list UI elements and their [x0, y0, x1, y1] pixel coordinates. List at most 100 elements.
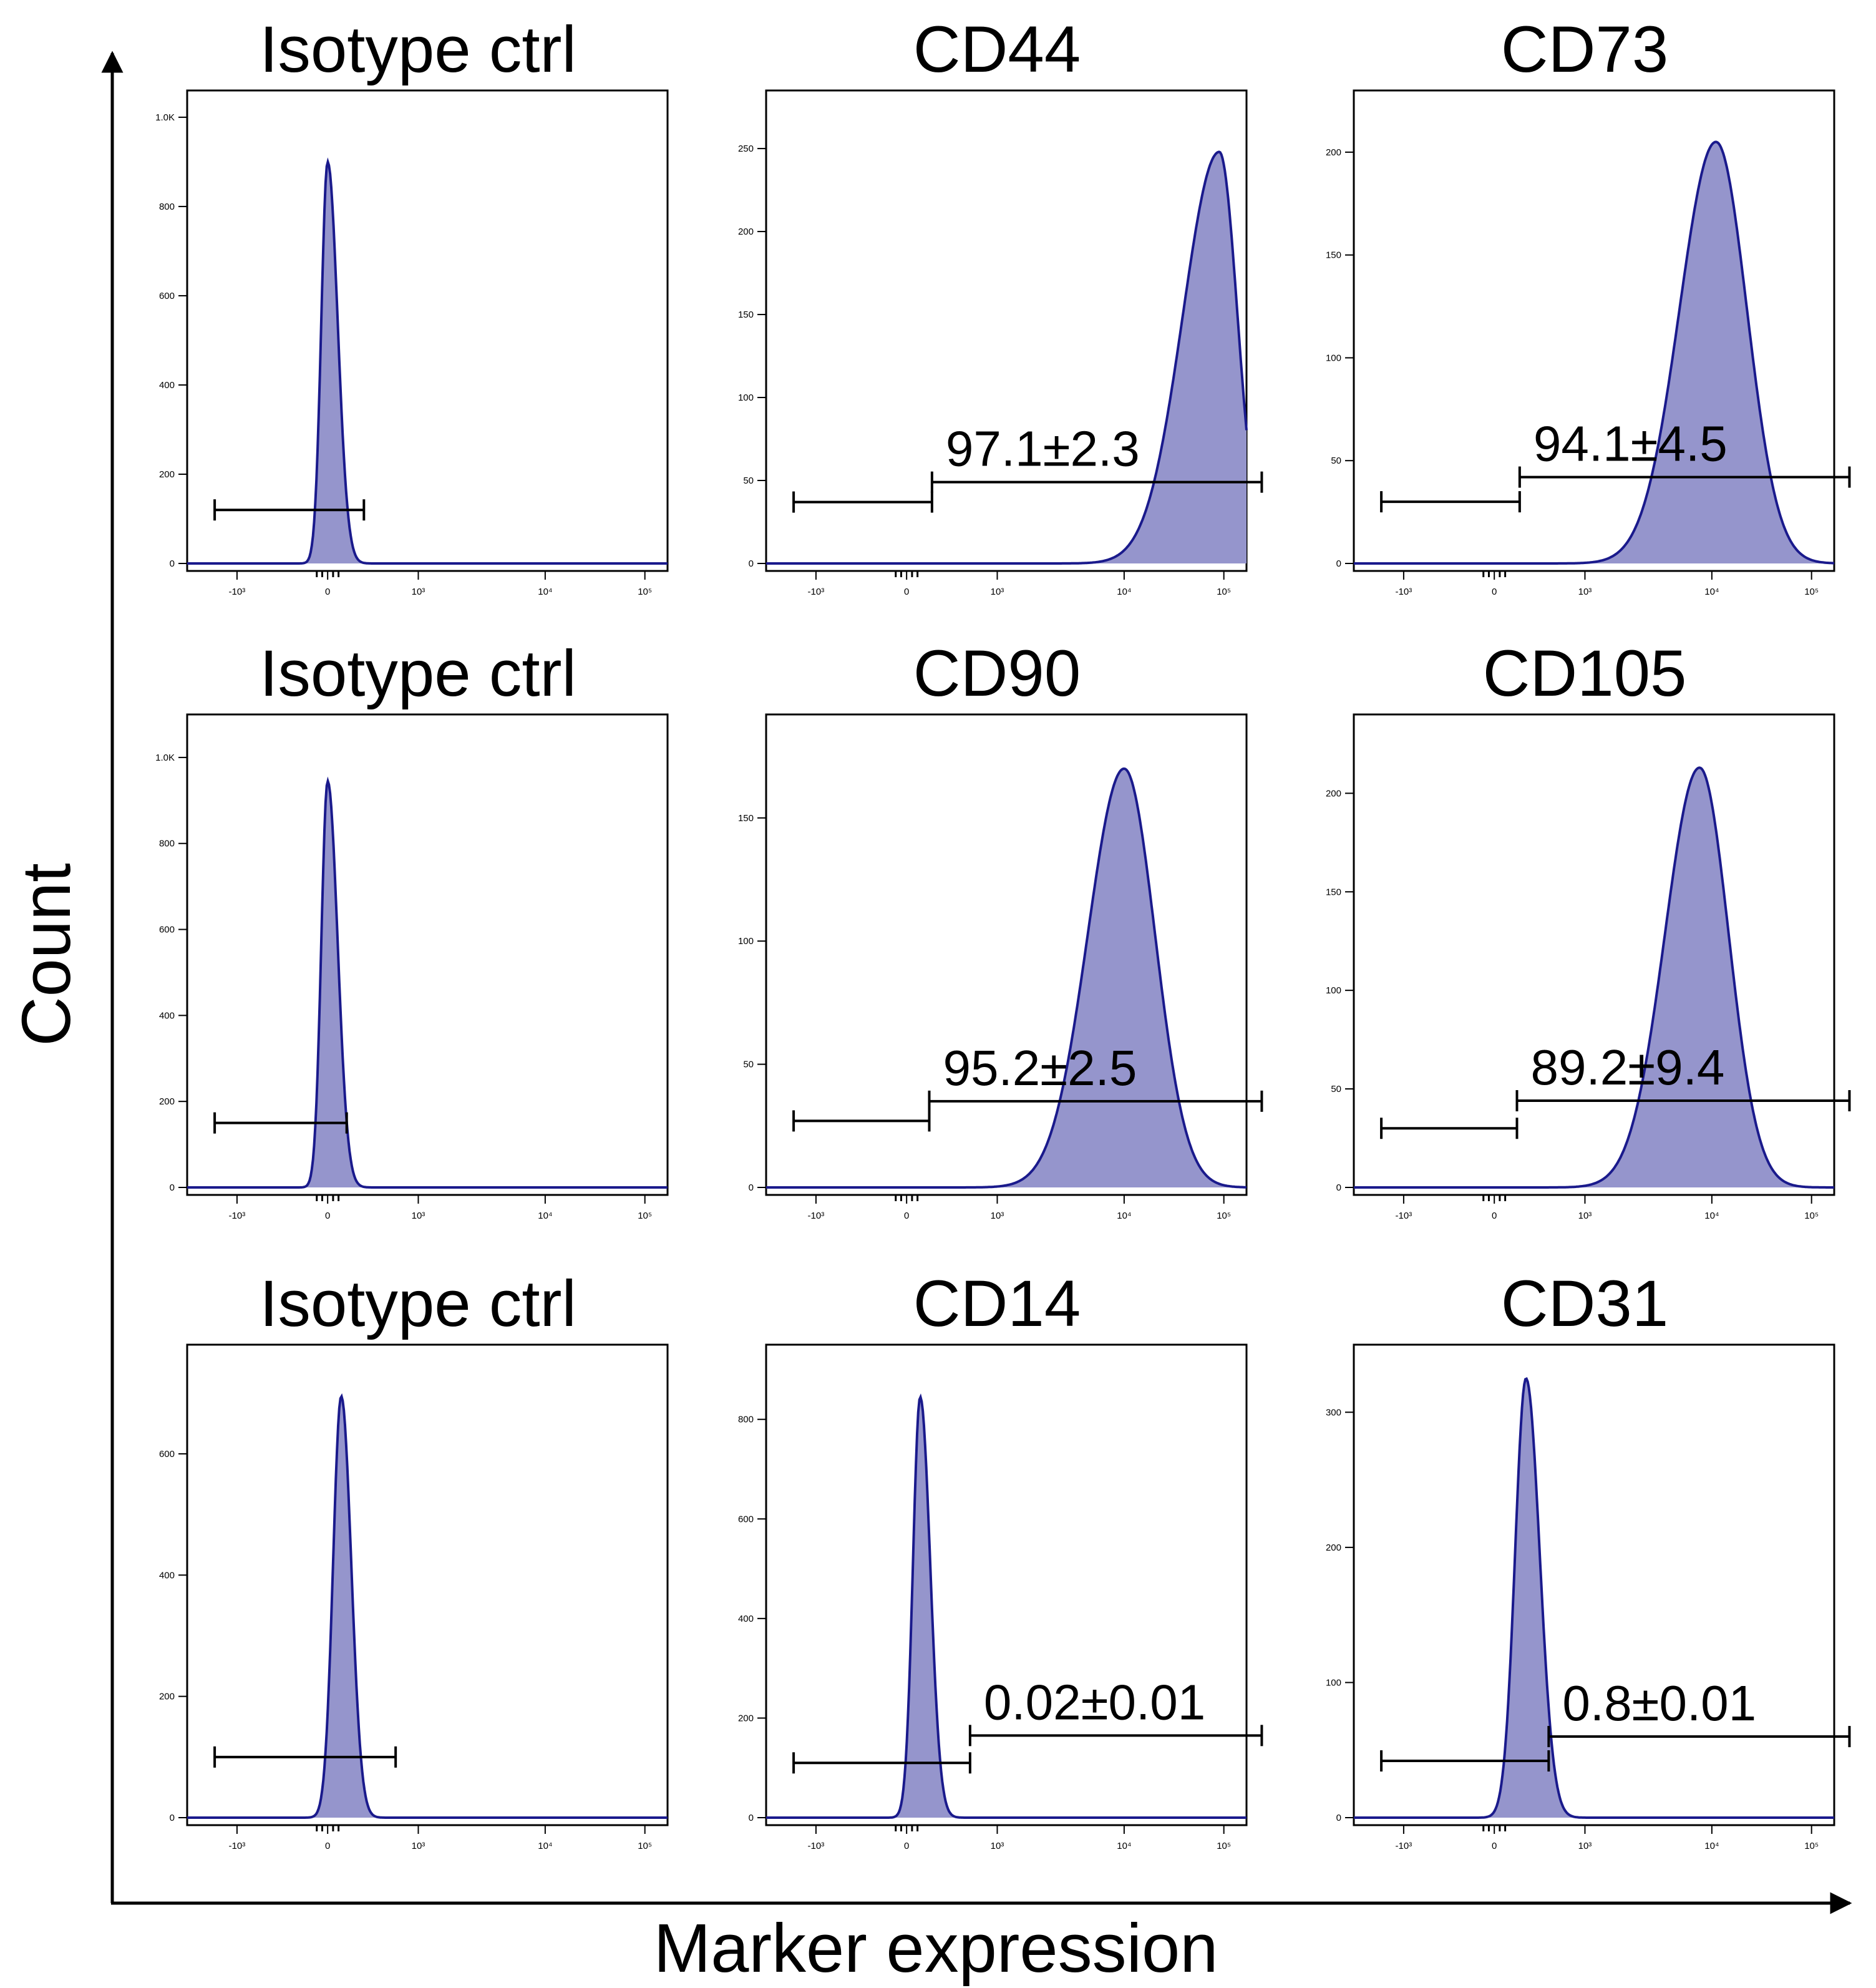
panel-2: CD44 0 50 100 150 200 250 -10³ 0 10³ 10⁴ 10⁵ 97.1±2.…: [738, 13, 1263, 597]
y-tick-label: 100: [1326, 1677, 1341, 1688]
y-tick-label: 50: [1331, 1084, 1341, 1094]
y-tick-label: 400: [159, 380, 175, 391]
gate-percentage-label: 89.2±9.4: [1531, 1040, 1725, 1095]
y-tick-label: 600: [159, 1449, 175, 1459]
histogram-line: [187, 776, 668, 1189]
x-tick-label: 10³: [991, 587, 1004, 597]
gate-marker: [1380, 491, 1521, 513]
x-tick-label: 10³: [991, 1211, 1004, 1221]
panel-title: CD14: [913, 1267, 1081, 1340]
plot-frame: [1353, 1343, 1835, 1826]
histogram-fill: [1354, 767, 1834, 1187]
gate-marker: [1380, 1118, 1519, 1139]
gate-marker: 94.1±4.5: [1518, 416, 1851, 488]
x-tick-label: 10³: [1578, 1841, 1592, 1851]
histogram-fill: [766, 152, 1247, 563]
x-axis-label: Marker expression: [654, 1910, 1218, 1987]
panel-title: CD73: [1501, 13, 1668, 86]
y-tick-label: 0: [749, 558, 754, 569]
x-tick-label: -10³: [808, 587, 825, 597]
gate-marker: [213, 1112, 348, 1134]
histogram-line: [766, 150, 1248, 565]
x-tick-label: 10⁵: [638, 1841, 652, 1851]
y-tick-label: 50: [743, 1060, 754, 1070]
gate-marker: [792, 1110, 931, 1132]
x-tick-label: -10³: [229, 1211, 246, 1221]
x-tick-label: 10⁴: [1704, 1211, 1719, 1221]
panel-9: CD31 0 100 200 300 -10³ 0 10³ 10⁴ 10⁵ 0.8±0.01: [1326, 1267, 1851, 1851]
panel-title: CD44: [913, 13, 1081, 86]
gate-percentage-label: 0.02±0.01: [984, 1674, 1205, 1730]
y-tick-label: 0: [749, 1813, 754, 1823]
panel-8: CD14 0 200 400 600 800 -10³ 0 10³ 10⁴ 10⁵ 0.02±0.01: [738, 1267, 1263, 1851]
x-tick-label: 10⁵: [1217, 587, 1231, 597]
plot-frame: [186, 89, 669, 572]
y-tick-label: 200: [738, 1713, 754, 1723]
x-tick-label: -10³: [229, 1841, 246, 1851]
y-tick-label: 200: [159, 469, 175, 480]
x-tick-label: 0: [904, 1841, 909, 1851]
panel-title: CD90: [913, 637, 1081, 710]
y-tick-label: 300: [1326, 1407, 1341, 1418]
y-tick-label: 600: [159, 291, 175, 301]
gate-percentage-label: 0.8±0.01: [1562, 1675, 1756, 1731]
y-tick-label: 200: [1326, 147, 1341, 158]
y-tick-label: 100: [1326, 985, 1341, 996]
x-tick-label: 0: [1492, 587, 1497, 597]
histogram-line: [766, 767, 1247, 1189]
x-tick-label: -10³: [808, 1211, 825, 1221]
x-tick-label: 10³: [412, 1211, 425, 1221]
panel-title: Isotype ctrl: [260, 1267, 576, 1340]
x-tick-label: 0: [1492, 1211, 1497, 1221]
y-tick-label: 150: [738, 813, 754, 824]
panel-title: Isotype ctrl: [260, 637, 576, 710]
histogram-line: [1354, 1376, 1834, 1819]
x-tick-label: 10³: [412, 587, 425, 597]
y-tick-label: 1.0K: [155, 112, 175, 123]
x-tick-label: 10³: [991, 1841, 1004, 1851]
y-tick-label: 200: [738, 227, 754, 237]
x-tick-label: 0: [904, 1211, 909, 1221]
panel-3: CD73 0 50 100 150 200 -10³ 0 10³ 10⁴ 10⁵ 94.1±4.5: [1326, 13, 1851, 597]
x-tick-label: 10⁵: [638, 1211, 652, 1221]
gate-marker: [1380, 1750, 1550, 1772]
x-tick-label: 10⁵: [1804, 1841, 1819, 1851]
y-tick-label: 400: [159, 1570, 175, 1581]
x-tick-label: -10³: [1396, 1841, 1412, 1851]
gate-marker: 95.2±2.5: [928, 1040, 1263, 1112]
y-tick-label: 50: [743, 475, 754, 486]
y-tick-label: 150: [738, 309, 754, 320]
y-tick-label: 0: [170, 1813, 175, 1823]
gate-marker: [792, 1752, 971, 1774]
histogram-line: [1354, 766, 1834, 1189]
y-tick-label: 200: [1326, 1542, 1341, 1553]
y-tick-label: 100: [1326, 353, 1341, 363]
panel-1: Isotype ctrl 0 200 400 600 800 1.0K -10³ 0 10³ 10⁴…: [155, 13, 669, 597]
y-tick-label: 100: [738, 936, 754, 947]
gate-marker: [213, 499, 366, 521]
histogram-fill: [1354, 142, 1834, 563]
x-tick-label: 10⁴: [538, 1841, 552, 1851]
panel-7: Isotype ctrl 0 200 400 600 -10³ 0 10³ 10⁴ 10⁵: [159, 1267, 669, 1851]
gate-percentage-label: 94.1±4.5: [1533, 416, 1728, 472]
y-tick-label: 0: [170, 1182, 175, 1193]
panel-6: CD105 0 50 100 150 200 -10³ 0 10³ 10⁴ 10⁵ 89.2±9.4: [1326, 637, 1851, 1221]
x-tick-label: 0: [325, 587, 330, 597]
histogram-line: [1354, 140, 1835, 565]
y-tick-label: 600: [159, 925, 175, 935]
y-tick-label: 1.0K: [155, 753, 175, 763]
x-tick-label: 10⁴: [1117, 587, 1131, 597]
x-tick-label: 0: [325, 1841, 330, 1851]
x-tick-label: 10⁴: [1117, 1841, 1131, 1851]
x-tick-label: -10³: [1396, 1211, 1412, 1221]
histogram-line: [187, 1393, 668, 1819]
histogram-line: [766, 1393, 1247, 1819]
gate-marker: [792, 491, 933, 513]
y-tick-label: 0: [1336, 558, 1341, 569]
panel-title: Isotype ctrl: [260, 13, 576, 86]
x-tick-label: 10⁴: [538, 1211, 552, 1221]
x-tick-label: 10³: [1578, 587, 1592, 597]
x-tick-label: 10³: [1578, 1211, 1592, 1221]
plot-frame: [186, 713, 669, 1196]
y-tick-label: 200: [159, 1096, 175, 1107]
